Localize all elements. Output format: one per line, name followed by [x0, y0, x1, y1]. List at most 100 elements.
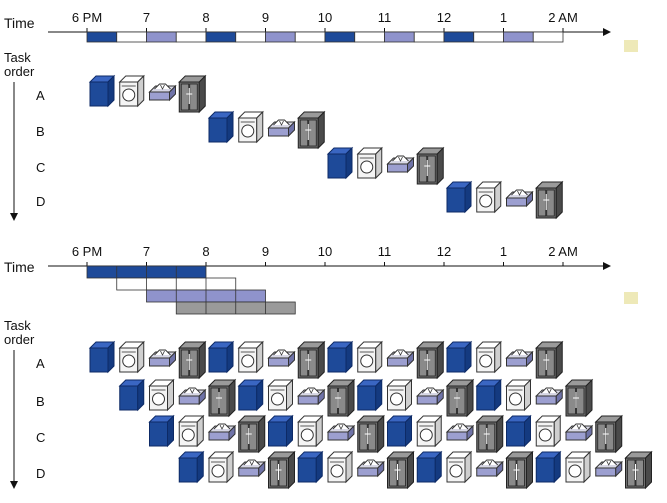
dryer-icon	[475, 180, 502, 214]
pipelined-load-A	[326, 340, 445, 380]
pipeline-stair	[86, 265, 296, 315]
time-slot	[532, 31, 564, 43]
time-slot	[175, 31, 207, 43]
pipelined-loads	[88, 340, 653, 490]
dryer-icon	[118, 340, 145, 374]
folding-table-icon	[594, 459, 623, 478]
closet-icon	[445, 378, 475, 418]
closet-icon	[564, 378, 594, 418]
closet-icon	[356, 414, 385, 454]
closet-icon	[505, 450, 534, 490]
washer-icon	[118, 378, 145, 412]
closet-icon	[416, 340, 445, 380]
closet-icon	[624, 450, 653, 490]
washer-icon	[207, 110, 235, 144]
washer-icon	[326, 146, 354, 180]
hour-label: 7	[143, 10, 150, 25]
folding-table-icon	[207, 423, 237, 442]
washer-icon	[505, 414, 532, 448]
washer-icon	[445, 180, 473, 214]
closet-icon	[237, 414, 266, 454]
washer-icon	[207, 340, 235, 374]
dryer-icon	[356, 340, 383, 374]
folding-table-icon	[267, 119, 296, 138]
pipelined-panel: Time 6 PM 7 8 9 10 11 12 1 2 AM Task order A B C D	[4, 244, 653, 490]
task-label: C	[36, 160, 45, 175]
time-slot	[324, 31, 356, 43]
time-slot	[205, 31, 237, 43]
pipelined-load-A	[445, 340, 564, 380]
folding-table-icon	[535, 387, 564, 406]
folding-table-icon	[178, 387, 207, 406]
pipelined-load-C	[386, 414, 504, 454]
folding-table-icon	[564, 423, 594, 442]
time-label-pipelined: Time	[4, 259, 35, 275]
task-label: D	[36, 466, 45, 481]
load-D	[445, 180, 564, 220]
dryer-icon	[416, 414, 443, 448]
hour-label: 7	[143, 244, 150, 259]
closet-icon	[594, 414, 623, 454]
pipelined-load-B	[118, 378, 237, 418]
hour-label: 8	[202, 10, 209, 25]
time-slot	[294, 31, 326, 43]
task-label: D	[36, 194, 45, 209]
closet-icon	[178, 74, 207, 114]
washer-icon	[326, 340, 354, 374]
dryer-icon	[564, 450, 592, 484]
pipelined-load-C	[505, 414, 623, 454]
task-label: B	[36, 394, 45, 409]
folding-table-icon	[475, 459, 504, 478]
time-slot	[413, 31, 445, 43]
task-label: B	[36, 124, 45, 139]
time-slot	[503, 31, 534, 43]
time-slot	[443, 31, 475, 43]
pipelined-load-D	[535, 450, 653, 490]
dryer-icon	[267, 378, 294, 412]
dryer-icon	[505, 378, 532, 412]
pipelined-load-B	[356, 378, 475, 418]
folding-table-icon	[356, 459, 385, 478]
task-labels: A B C D	[36, 88, 45, 209]
time-label: Time	[4, 15, 35, 31]
closet-icon	[386, 450, 415, 490]
closet-icon	[416, 146, 445, 186]
dryer-icon	[386, 378, 413, 412]
closet-icon	[297, 340, 326, 380]
closet-icon	[297, 110, 326, 150]
time-slot	[235, 31, 266, 43]
washer-icon	[88, 340, 116, 374]
dryer-icon	[445, 450, 473, 484]
hour-label: 6 PM	[72, 10, 102, 25]
hour-label: 9	[262, 10, 269, 25]
pipelined-load-A	[88, 340, 207, 380]
pipelined-load-C	[148, 414, 266, 454]
task-order-label-pipelined-line2: order	[4, 332, 35, 347]
dryer-icon	[237, 340, 264, 374]
folding-table-icon	[505, 189, 534, 208]
closet-icon	[535, 180, 564, 220]
washer-icon	[475, 378, 502, 412]
closet-icon	[178, 340, 207, 380]
hour-labels: 6 PM 7 8 9 10 11 12 1 2 AM	[72, 10, 578, 32]
pipelined-load-D	[416, 450, 534, 490]
pipelined-load-C	[267, 414, 385, 454]
hour-label: 12	[437, 244, 451, 259]
washer-icon	[178, 450, 205, 484]
time-slot	[473, 31, 504, 43]
hour-label: 12	[437, 10, 451, 25]
time-slot	[354, 31, 385, 43]
hour-label: 1	[500, 244, 507, 259]
task-labels-pipelined: A B C D	[36, 356, 45, 481]
time-slot	[265, 31, 296, 43]
time-slot	[86, 31, 118, 43]
dryer-icon	[148, 378, 175, 412]
hour-label: 10	[318, 10, 332, 25]
color-marker-pipelined	[624, 292, 638, 304]
dryer-icon	[178, 414, 205, 448]
closet-icon	[207, 378, 237, 418]
time-slot-bar	[86, 31, 564, 43]
task-order-label-line1: Task	[4, 50, 31, 65]
